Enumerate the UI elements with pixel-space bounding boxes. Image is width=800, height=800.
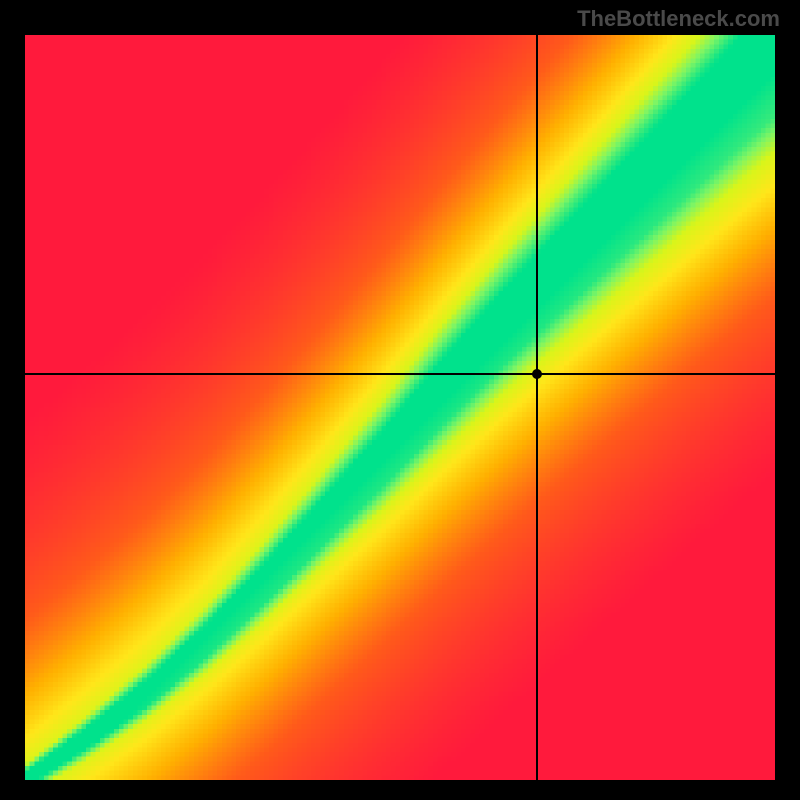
heatmap-plot	[25, 35, 775, 780]
crosshair-vertical	[536, 35, 538, 780]
heatmap-canvas	[25, 35, 775, 780]
watermark-text: TheBottleneck.com	[577, 6, 780, 32]
crosshair-marker-dot	[532, 369, 542, 379]
crosshair-horizontal	[25, 373, 775, 375]
